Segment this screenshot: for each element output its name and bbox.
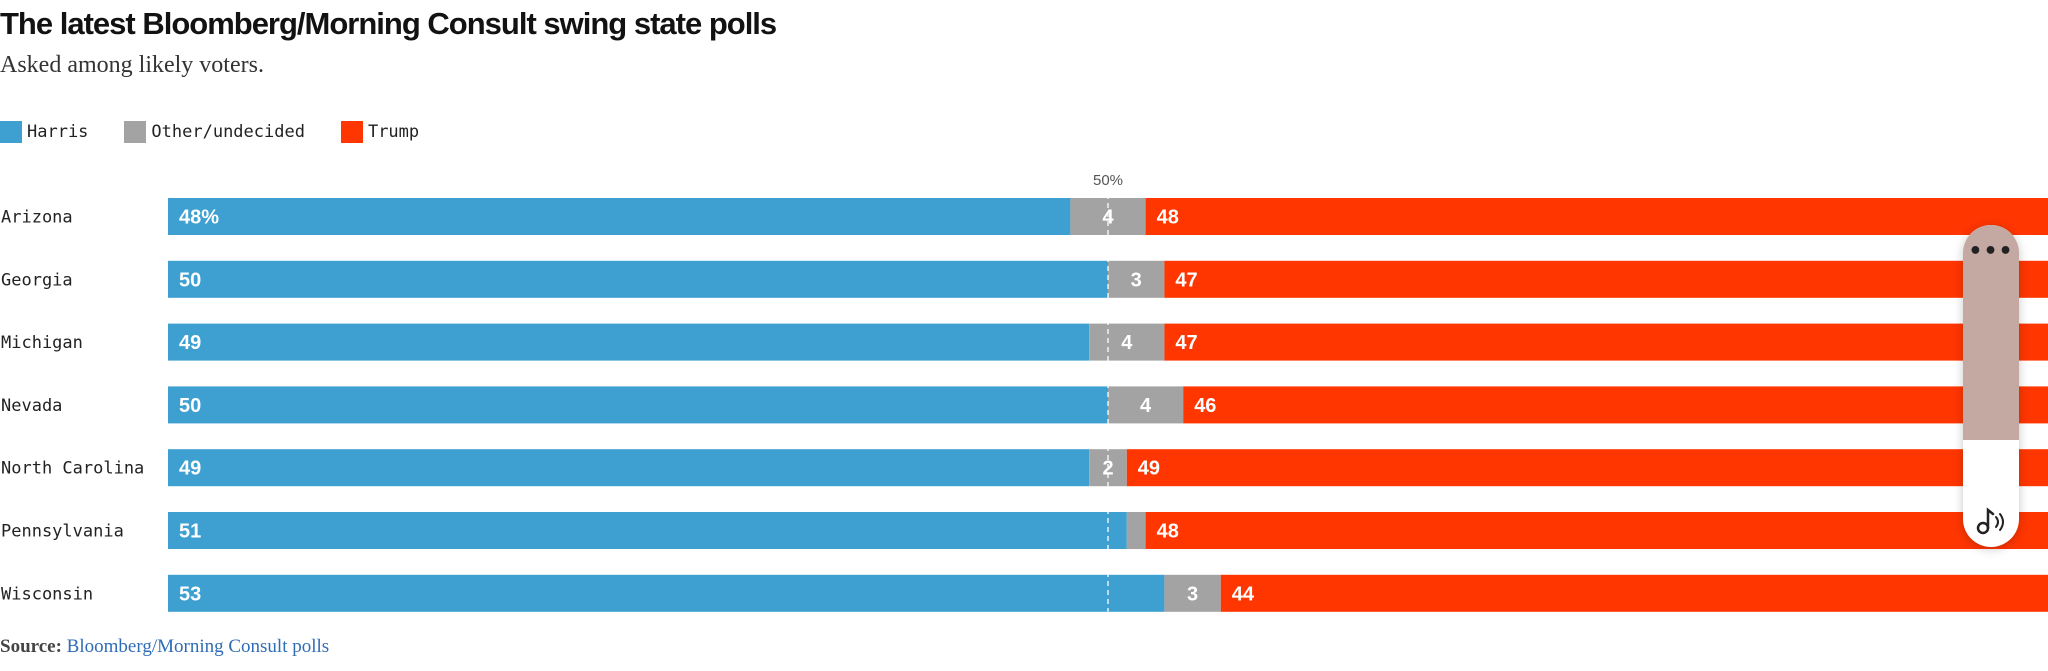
more-horizontal-icon[interactable]: ••• bbox=[1968, 239, 2014, 264]
music-note-sound-icon[interactable] bbox=[1974, 505, 2008, 535]
source-link[interactable]: Bloomberg/Morning Consult polls bbox=[66, 636, 330, 657]
legend-label-harris: Harris bbox=[27, 122, 89, 142]
bar-harris-michigan bbox=[168, 323, 1090, 361]
data-label-trump-georgia: 47 bbox=[1175, 269, 1197, 291]
bar-trump-north-carolina bbox=[1126, 449, 2048, 487]
legend-label-trump: Trump bbox=[367, 122, 420, 142]
bar-trump-pennsylvania bbox=[1145, 512, 2048, 549]
data-label-other-nevada: 4 bbox=[1140, 395, 1152, 417]
category-label-nevada: Nevada bbox=[1, 396, 62, 416]
data-label-trump-michigan: 47 bbox=[1175, 332, 1197, 354]
bar-other-pennsylvania bbox=[1126, 512, 1146, 549]
data-label-other-wisconsin: 3 bbox=[1187, 583, 1198, 605]
bar-other-wisconsin bbox=[1164, 574, 1221, 612]
category-label-arizona: Arizona bbox=[1, 208, 73, 228]
legend-label-other: Other/undecided bbox=[151, 122, 305, 142]
bar-other-michigan bbox=[1089, 323, 1165, 361]
bar-other-nevada bbox=[1108, 386, 1184, 424]
category-label-pennsylvania: Pennsylvania bbox=[1, 522, 124, 542]
floating-widget: ••• bbox=[1963, 225, 2019, 547]
data-label-trump-north-carolina: 49 bbox=[1138, 458, 1160, 480]
bar-trump-arizona bbox=[1145, 198, 2048, 235]
data-label-harris-pennsylvania: 51 bbox=[179, 521, 201, 543]
data-label-harris-nevada: 50 bbox=[179, 395, 201, 417]
poll-bar-chart: Arizona 48% 4 48 Georgia 50 3 47 Michigan 49 4 47 Ne… bbox=[1, 172, 2048, 612]
chart-subtitle: Asked among likely voters. bbox=[0, 52, 264, 78]
data-label-other-arizona: 4 bbox=[1102, 207, 1114, 229]
bar-trump-wisconsin bbox=[1220, 574, 2048, 612]
legend-item-other: Other/undecided bbox=[124, 121, 305, 143]
data-label-harris-north-carolina: 49 bbox=[179, 458, 201, 480]
reference-line-label: 50% bbox=[1093, 172, 1123, 189]
data-label-trump-wisconsin: 44 bbox=[1232, 583, 1255, 605]
bar-harris-north-carolina bbox=[168, 449, 1090, 487]
bar-trump-nevada bbox=[1183, 386, 2048, 424]
widget-handle[interactable] bbox=[1963, 225, 2019, 440]
category-label-north-carolina: North Carolina bbox=[1, 459, 144, 479]
source-note: Source: Bloomberg/Morning Consult polls bbox=[0, 636, 329, 658]
legend-item-harris: Harris bbox=[0, 121, 88, 143]
source-label: Source: bbox=[0, 636, 62, 657]
chart-title: The latest Bloomberg/Morning Consult swi… bbox=[0, 6, 777, 41]
legend-item-trump: Trump bbox=[340, 121, 420, 143]
category-label-michigan: Michigan bbox=[1, 333, 83, 353]
bar-other-georgia bbox=[1108, 260, 1165, 298]
bar-harris-pennsylvania bbox=[168, 512, 1127, 549]
data-label-trump-pennsylvania: 48 bbox=[1157, 521, 1179, 543]
data-label-other-georgia: 3 bbox=[1131, 269, 1142, 291]
bar-harris-wisconsin bbox=[168, 574, 1165, 612]
bar-harris-nevada bbox=[168, 386, 1108, 424]
category-label-georgia: Georgia bbox=[1, 270, 73, 290]
bar-trump-michigan bbox=[1164, 323, 2048, 361]
data-label-harris-wisconsin: 53 bbox=[179, 583, 201, 605]
data-label-harris-michigan: 49 bbox=[179, 332, 201, 354]
data-label-trump-nevada: 46 bbox=[1194, 395, 1216, 417]
legend-swatch-harris bbox=[0, 121, 22, 143]
data-label-other-michigan: 4 bbox=[1121, 332, 1133, 354]
bar-harris-arizona bbox=[168, 198, 1071, 235]
data-label-harris-arizona: 48% bbox=[179, 207, 219, 229]
category-label-wisconsin: Wisconsin bbox=[1, 584, 93, 604]
bar-harris-georgia bbox=[168, 260, 1108, 298]
legend-swatch-trump bbox=[340, 121, 363, 143]
legend: Harris Other/undecided Trump bbox=[0, 121, 455, 143]
bar-trump-georgia bbox=[1164, 260, 2048, 298]
data-label-harris-georgia: 50 bbox=[179, 269, 201, 291]
legend-swatch-other bbox=[124, 121, 147, 143]
data-label-trump-arizona: 48 bbox=[1157, 207, 1179, 229]
